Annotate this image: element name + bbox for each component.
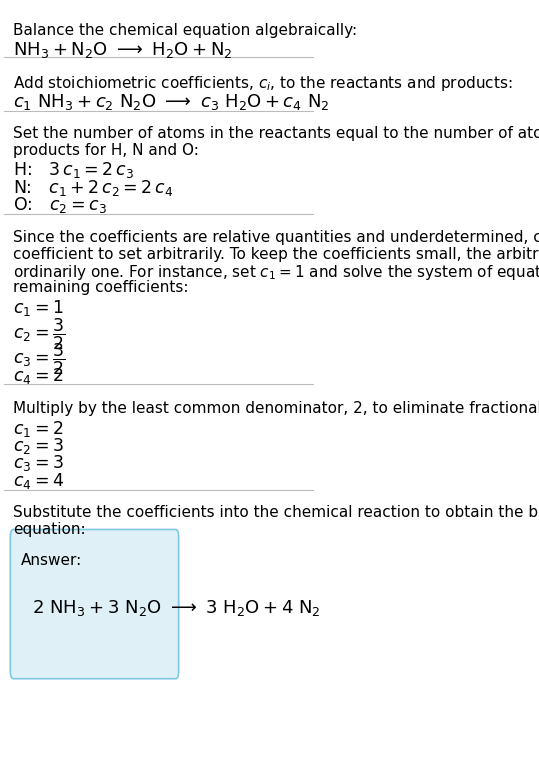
- Text: O: $\ \ c_2 = c_3$: O: $\ \ c_2 = c_3$: [13, 195, 107, 215]
- Text: Multiply by the least common denominator, 2, to eliminate fractional coefficient: Multiply by the least common denominator…: [13, 401, 539, 415]
- Text: Add stoichiometric coefficients, $c_i$, to the reactants and products:: Add stoichiometric coefficients, $c_i$, …: [13, 73, 513, 92]
- Text: $c_3 = 3$: $c_3 = 3$: [13, 453, 64, 473]
- Text: ordinarily one. For instance, set $c_1 = 1$ and solve the system of equations fo: ordinarily one. For instance, set $c_1 =…: [13, 264, 539, 283]
- Text: $c_3 = \dfrac{3}{2}$: $c_3 = \dfrac{3}{2}$: [13, 342, 66, 377]
- Text: $\mathrm{NH_3 + N_2O \ \longrightarrow \ H_2O + N_2}$: $\mathrm{NH_3 + N_2O \ \longrightarrow \…: [13, 40, 233, 60]
- Text: N: $\ \ c_1 + 2\,c_2 = 2\,c_4$: N: $\ \ c_1 + 2\,c_2 = 2\,c_4$: [13, 178, 174, 197]
- Text: $c_2 = 3$: $c_2 = 3$: [13, 436, 64, 456]
- Text: $c_2 = \dfrac{3}{2}$: $c_2 = \dfrac{3}{2}$: [13, 317, 66, 352]
- Text: $c_4 = 2$: $c_4 = 2$: [13, 366, 64, 386]
- Text: Substitute the coefficients into the chemical reaction to obtain the balanced: Substitute the coefficients into the che…: [13, 505, 539, 520]
- Text: $c_1\ \mathrm{NH_3} + c_2\ \mathrm{N_2O} \ \longrightarrow \ c_3\ \mathrm{H_2O} : $c_1\ \mathrm{NH_3} + c_2\ \mathrm{N_2O}…: [13, 92, 330, 112]
- Text: coefficient to set arbitrarily. To keep the coefficients small, the arbitrary va: coefficient to set arbitrarily. To keep …: [13, 247, 539, 262]
- Text: remaining coefficients:: remaining coefficients:: [13, 280, 189, 295]
- Text: equation:: equation:: [13, 522, 86, 537]
- Text: $c_4 = 4$: $c_4 = 4$: [13, 471, 65, 491]
- Text: Balance the chemical equation algebraically:: Balance the chemical equation algebraica…: [13, 23, 357, 38]
- Text: Set the number of atoms in the reactants equal to the number of atoms in the: Set the number of atoms in the reactants…: [13, 126, 539, 141]
- Text: H: $\ \ 3\,c_1 = 2\,c_3$: H: $\ \ 3\,c_1 = 2\,c_3$: [13, 160, 134, 180]
- Text: $2\ \mathrm{NH_3} + 3\ \mathrm{N_2O} \ \longrightarrow \ 3\ \mathrm{H_2O} + 4\ \: $2\ \mathrm{NH_3} + 3\ \mathrm{N_2O} \ \…: [32, 598, 321, 618]
- Text: Answer:: Answer:: [21, 553, 82, 568]
- Text: Since the coefficients are relative quantities and underdetermined, choose a: Since the coefficients are relative quan…: [13, 230, 539, 245]
- Text: products for H, N and O:: products for H, N and O:: [13, 142, 199, 158]
- FancyBboxPatch shape: [10, 530, 178, 679]
- Text: $c_1 = 1$: $c_1 = 1$: [13, 298, 64, 318]
- Text: $c_1 = 2$: $c_1 = 2$: [13, 418, 64, 439]
